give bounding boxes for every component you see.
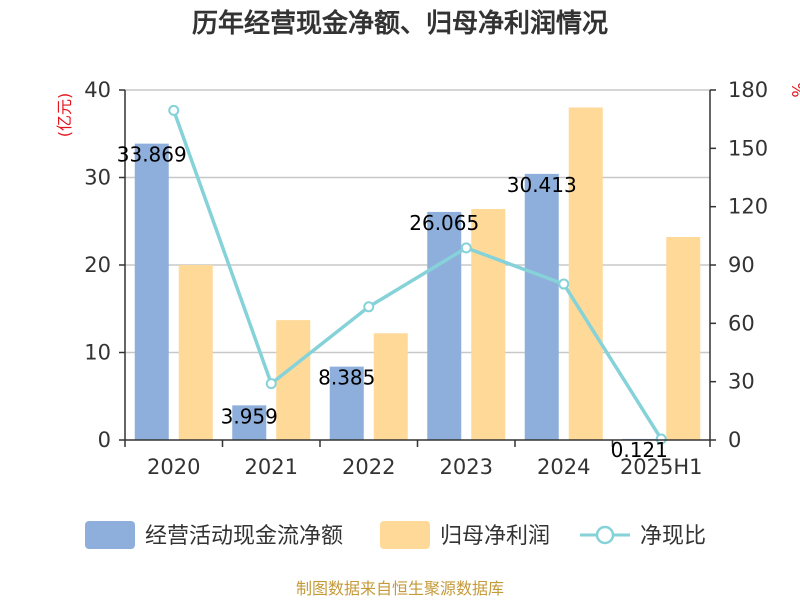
bar bbox=[276, 320, 311, 440]
grid bbox=[125, 89, 710, 354]
bar bbox=[329, 366, 364, 440]
data-labels: 33.869 3.959 8.385 26.065 30.413 0.121 bbox=[117, 143, 668, 462]
x-tick-label: 2024 bbox=[537, 455, 590, 479]
left-axis-unit: (亿元) bbox=[55, 93, 74, 138]
data-label: 3.959 bbox=[221, 404, 278, 428]
legend-swatch bbox=[85, 521, 135, 549]
x-tick-label: 2025H1 bbox=[620, 455, 703, 479]
ratio-line-path bbox=[172, 109, 663, 440]
data-label: 33.869 bbox=[117, 143, 187, 167]
ratio-point bbox=[460, 242, 472, 254]
bar bbox=[471, 209, 506, 440]
bar bbox=[427, 211, 462, 440]
left-tick-label: 10 bbox=[84, 341, 111, 365]
right-tick-label: 150 bbox=[728, 136, 768, 160]
ratio-point bbox=[363, 301, 375, 313]
legend: 经营活动现金流净额 归母净利润 净现比 bbox=[85, 521, 706, 549]
axes: 0 10 20 30 40 0 30 60 90 120 150 180 2020 2021 2022 202… bbox=[84, 78, 768, 479]
right-tick-label: 90 bbox=[728, 253, 755, 277]
data-label: 30.413 bbox=[507, 173, 577, 197]
left-tick-label: 20 bbox=[84, 253, 111, 277]
data-label: 8.385 bbox=[318, 366, 375, 390]
right-tick-label: 60 bbox=[728, 311, 755, 335]
chart-title: 历年经营现金净额、归母净利润情况 bbox=[192, 8, 608, 39]
ratio-point bbox=[168, 104, 180, 116]
left-tick-label: 0 bbox=[98, 428, 111, 452]
bar bbox=[232, 405, 267, 440]
left-tick-label: 30 bbox=[84, 166, 111, 190]
right-axis-unit: % bbox=[788, 82, 800, 97]
ratio-line bbox=[168, 104, 667, 445]
ratio-point bbox=[265, 378, 277, 390]
x-tick-label: 2022 bbox=[342, 455, 395, 479]
right-tick-label: 180 bbox=[728, 78, 768, 102]
right-tick-label: 0 bbox=[728, 428, 741, 452]
bar bbox=[373, 333, 408, 440]
x-tick-label: 2020 bbox=[147, 455, 200, 479]
bar bbox=[524, 173, 559, 441]
x-tick-label: 2023 bbox=[440, 455, 493, 479]
bar bbox=[178, 265, 213, 440]
legend-swatch bbox=[380, 521, 430, 549]
legend-label: 经营活动现金流净额 bbox=[145, 524, 343, 549]
bar bbox=[666, 237, 701, 440]
right-tick-label: 30 bbox=[728, 370, 755, 394]
source-note: 制图数据来自恒生聚源数据库 bbox=[296, 579, 504, 598]
bar bbox=[568, 107, 603, 440]
x-tick-label: 2021 bbox=[245, 455, 298, 479]
legend-marker bbox=[595, 525, 615, 545]
data-label: 0.121 bbox=[611, 438, 668, 462]
data-label: 26.065 bbox=[409, 211, 479, 235]
ratio-point bbox=[558, 278, 570, 290]
ratio-point bbox=[655, 433, 667, 445]
left-tick-label: 40 bbox=[84, 78, 111, 102]
bars bbox=[134, 107, 701, 441]
right-tick-label: 120 bbox=[728, 195, 768, 219]
legend-label: 归母净利润 bbox=[440, 524, 550, 549]
bar bbox=[134, 143, 169, 441]
legend-label: 净现比 bbox=[640, 524, 706, 549]
